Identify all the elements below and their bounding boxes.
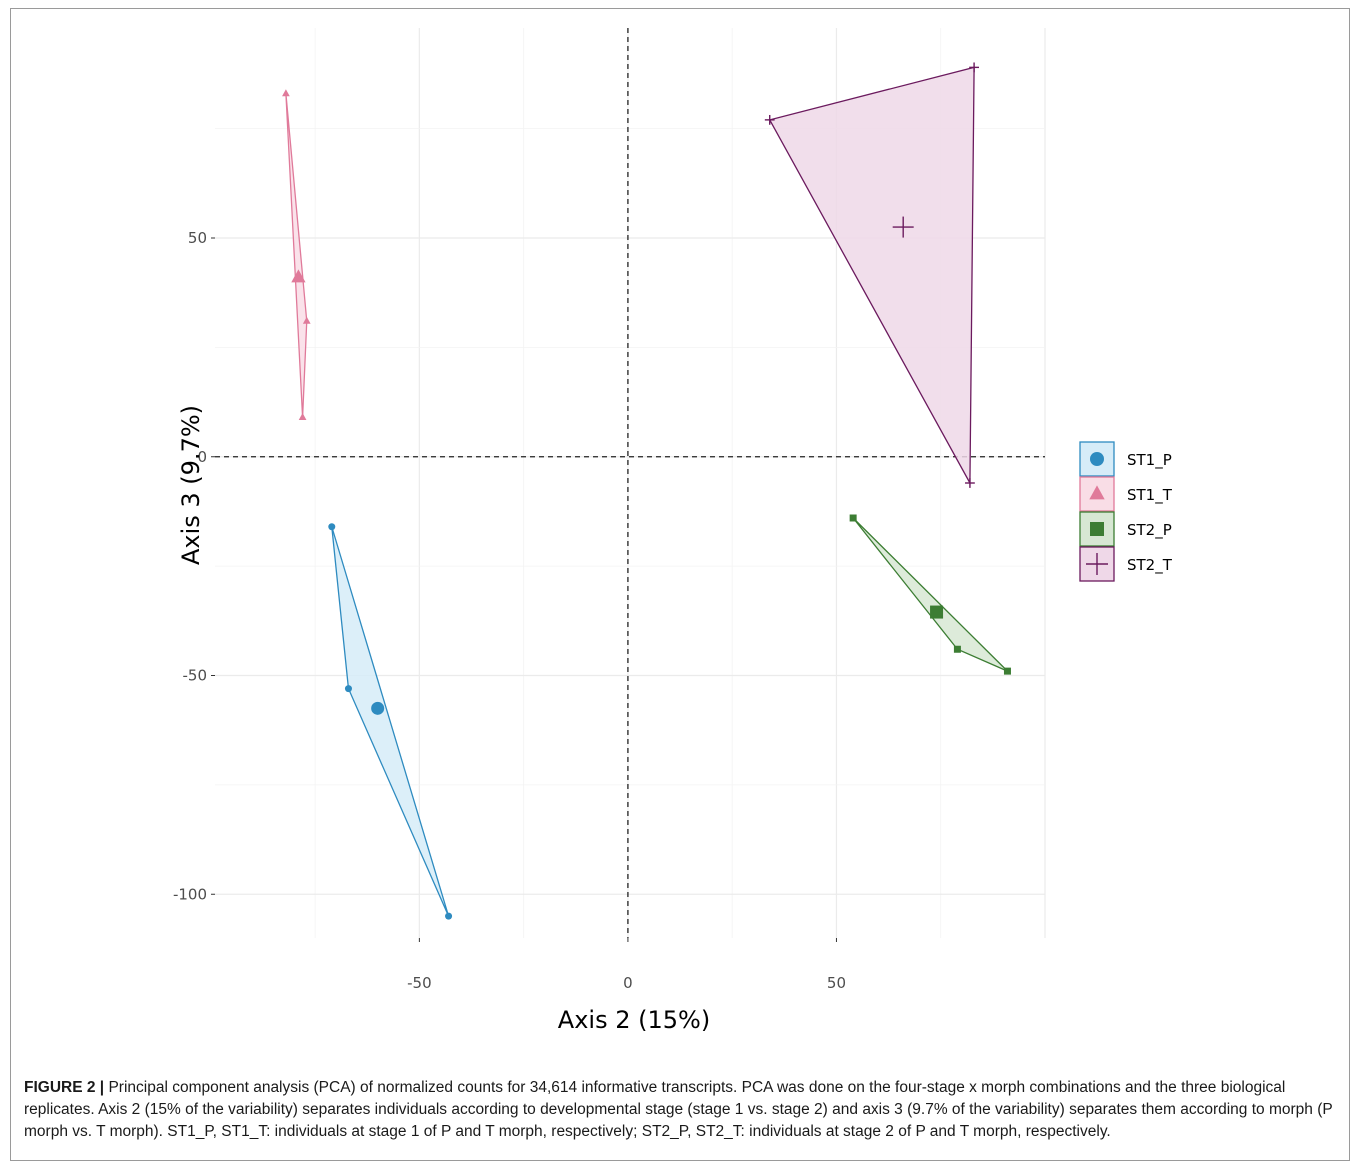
caption-label: FIGURE 2 | [24,1079,105,1096]
legend-label: ST2_T [1127,556,1173,575]
y-tick-label: 50 [188,229,207,247]
data-point-ST1_P [445,912,453,920]
x-tick-label: 50 [827,974,846,992]
legend-label: ST2_P [1127,521,1172,540]
data-point-ST1_T [298,413,307,421]
ellipse-hull-ST1_P [331,526,450,917]
centroid-ST2_P [930,605,944,619]
y-tick-label: -100 [173,885,207,903]
data-point-ST1_T [302,316,311,324]
legend-item-ST1_P: ST1_P [1079,441,1172,477]
legend-marker [1089,485,1105,500]
tick-labels: -50 0 50 -100 -50 0 50 [173,229,846,992]
ellipse-hull-ST2_T [768,66,975,486]
x-tick-label: -50 [407,974,432,992]
data-point-ST2_P [953,645,961,653]
data-point-ST2_P [849,514,857,522]
series-ST1_T [282,89,311,421]
data-point-ST1_P [344,685,352,693]
figure-frame [10,8,1350,1161]
data-point-ST2_T [764,114,775,125]
centroid-ST1_T [291,269,306,283]
ellipse-hull-ST2_P [852,517,1008,672]
legend-item-ST2_T: ST2_T [1079,546,1173,582]
centroid-ST1_P [371,701,385,715]
x-tick-label: 0 [623,974,633,992]
figure-caption: FIGURE 2 | Principal component analysis … [24,1077,1340,1143]
y-tick-label: -50 [183,667,208,685]
reference-lines [215,28,1045,938]
centroid-ST2_T [892,216,914,238]
series-ST1_P [328,523,453,920]
legend-item-ST1_T: ST1_T [1079,476,1173,512]
y-tick-label: 0 [197,448,207,466]
data-point-ST1_P [328,523,336,531]
series-ST2_T [764,62,979,488]
x-axis-title: Axis 2 (15%) [558,1006,710,1034]
legend-item-ST2_P: ST2_P [1079,511,1172,547]
data-point-ST2_T [965,478,975,488]
data-point-ST2_T [969,62,979,73]
data-point-ST2_P [1003,667,1011,675]
legend-label: ST1_T [1127,486,1173,505]
series-layer [282,62,1011,920]
ellipse-hull-ST1_T [285,93,308,418]
pca-chart: -50 0 50 -100 -50 0 50 Axis 2 (15%) Axis 3 (9.… [173,28,1173,1034]
caption-text: Principal component analysis (PCA) of no… [24,1079,1333,1140]
legend: ST1_P ST1_T ST2_P ST2_T [1079,441,1173,582]
legend-marker [1090,522,1104,536]
legend-label: ST1_P [1127,451,1172,470]
series-ST2_P [849,514,1011,675]
legend-marker [1090,452,1104,466]
y-axis-title: Axis 3 (9.7%) [177,405,205,565]
data-point-ST1_T [282,89,290,97]
